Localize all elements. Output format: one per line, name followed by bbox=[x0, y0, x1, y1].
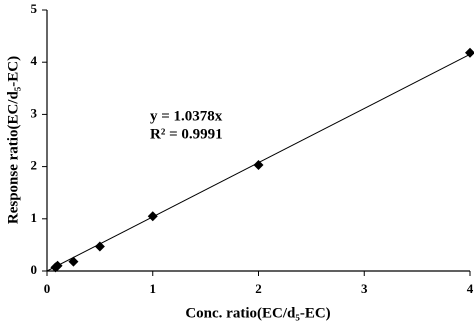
x-tick-label: 0 bbox=[44, 281, 51, 296]
y-axis-label: Response ratio(EC/d₅-EC) bbox=[5, 56, 21, 224]
data-point bbox=[68, 256, 79, 267]
data-point bbox=[253, 160, 264, 171]
data-point bbox=[52, 260, 63, 271]
x-tick-label: 2 bbox=[255, 281, 262, 296]
annotation: y = 1.0378x bbox=[150, 108, 223, 124]
y-tick-label: 5 bbox=[31, 1, 38, 16]
annotation: R² = 0.9991 bbox=[150, 126, 223, 142]
x-tick-label: 1 bbox=[150, 281, 157, 296]
data-point bbox=[147, 211, 158, 222]
y-tick-label: 4 bbox=[31, 53, 38, 68]
data-point bbox=[465, 47, 474, 58]
x-tick-label: 4 bbox=[467, 281, 474, 296]
y-tick-label: 2 bbox=[31, 158, 38, 173]
y-tick-label: 1 bbox=[31, 210, 38, 225]
y-tick-label: 0 bbox=[31, 262, 38, 277]
y-tick-label: 3 bbox=[31, 105, 38, 120]
x-axis-label: Conc. ratio(EC/d₅-EC) bbox=[185, 305, 330, 321]
data-point bbox=[94, 241, 105, 252]
x-tick-label: 3 bbox=[361, 281, 368, 296]
